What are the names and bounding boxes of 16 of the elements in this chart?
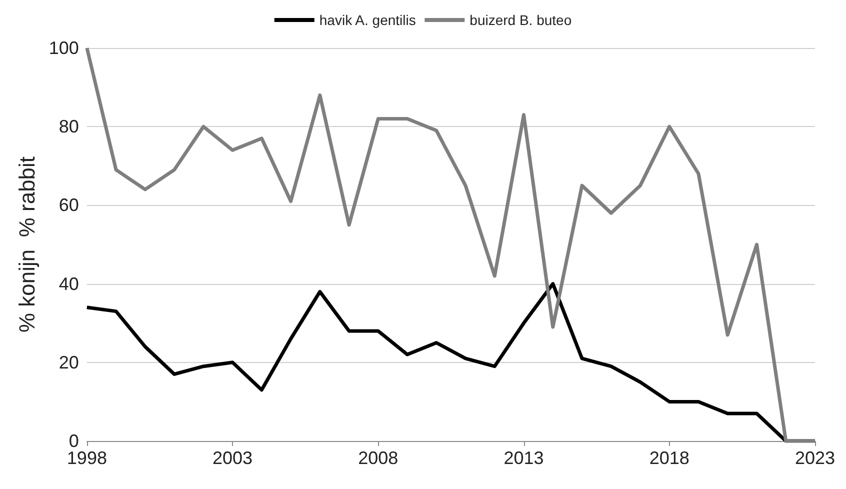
y-tick-label: 40: [58, 274, 79, 294]
y-tick-label: 80: [58, 116, 79, 137]
x-tick-label: 2023: [794, 448, 835, 468]
x-tick-label: 2008: [358, 448, 398, 468]
y-tick-label: 100: [48, 38, 79, 58]
x-tick-label: 2018: [649, 448, 690, 468]
x-tick-label: 2003: [212, 448, 253, 468]
legend-label: havik A. gentilis: [319, 12, 416, 28]
legend-label: buizerd B. buteo: [470, 12, 572, 28]
y-axis-title: % konijn % rabbit: [14, 156, 40, 333]
x-tick-label: 2013: [504, 448, 544, 468]
y-tick-label: 20: [58, 352, 79, 372]
y-tick-label: 0: [68, 431, 79, 451]
x-tick-label: 1998: [66, 448, 107, 468]
y-tick-label: 60: [58, 195, 79, 216]
line-series: [85, 46, 817, 443]
